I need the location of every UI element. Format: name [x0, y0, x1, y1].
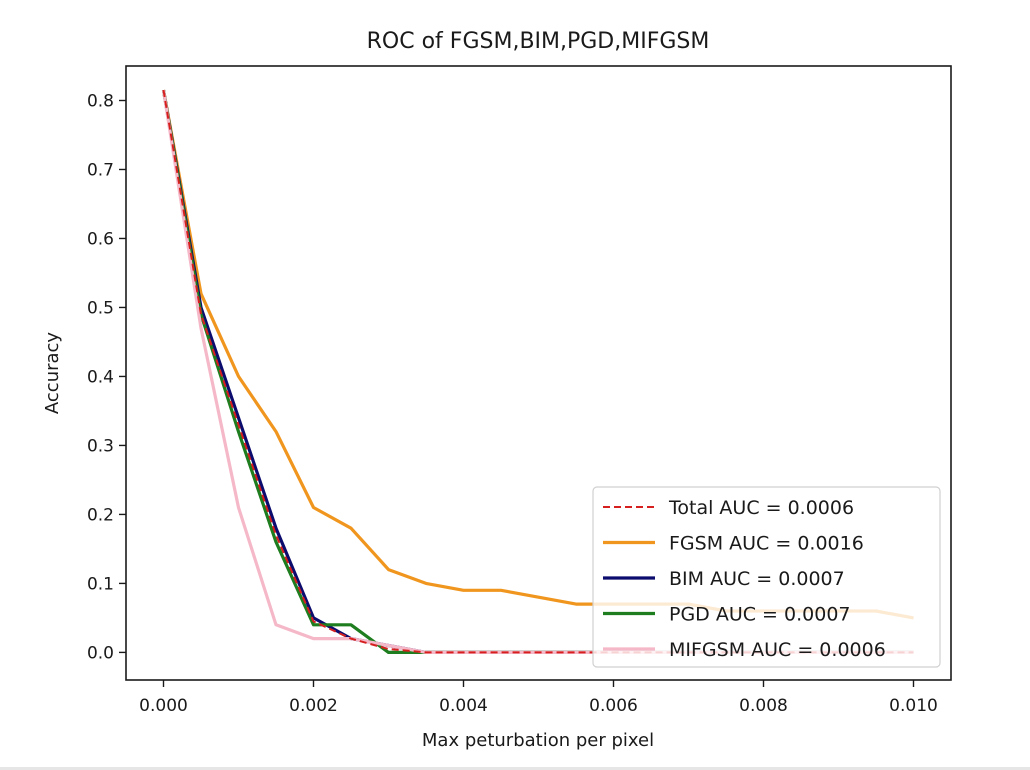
y-tick-label: 0.8 [87, 91, 114, 111]
y-axis-label: Accuracy [42, 332, 63, 415]
x-axis-label: Max peturbation per pixel [422, 730, 654, 751]
x-axis: 0.000 0.002 0.004 0.006 0.008 0.010 [139, 680, 938, 716]
y-tick-label: 0.1 [87, 574, 114, 594]
x-tick-label: 0.002 [289, 696, 338, 716]
legend-label: MIFGSM AUC = 0.0006 [669, 639, 886, 661]
legend-box [592, 486, 941, 668]
y-tick-label: 0.0 [87, 643, 114, 663]
y-tick-label: 0.2 [87, 505, 114, 525]
chart-title: ROC of FGSM,BIM,PGD,MIFGSM [367, 29, 710, 54]
legend-label: PGD AUC = 0.0007 [669, 604, 851, 626]
y-tick-label: 0.6 [87, 229, 114, 249]
axes-frame [125, 65, 952, 681]
x-tick-label: 0.008 [739, 696, 788, 716]
x-tick-label: 0.006 [589, 696, 638, 716]
legend-label: BIM AUC = 0.0007 [669, 568, 845, 590]
legend: Total AUC = 0.0006 FGSM AUC = 0.0016 BIM A… [592, 486, 941, 668]
y-tick-label: 0.4 [87, 367, 114, 387]
x-tick-label: 0.010 [889, 696, 938, 716]
legend-label: FGSM AUC = 0.0016 [669, 533, 864, 555]
y-tick-label: 0.3 [87, 436, 114, 456]
x-tick-label: 0.004 [439, 696, 488, 716]
legend-label: Total AUC = 0.0006 [668, 497, 854, 519]
x-tick-label: 0.000 [139, 696, 188, 716]
y-tick-label: 0.5 [87, 298, 114, 318]
y-axis: 0.0 0.1 0.2 0.3 0.4 0.5 0.6 0.7 0.8 [87, 91, 126, 663]
y-tick-label: 0.7 [87, 160, 114, 180]
bottom-band [0, 767, 1030, 770]
